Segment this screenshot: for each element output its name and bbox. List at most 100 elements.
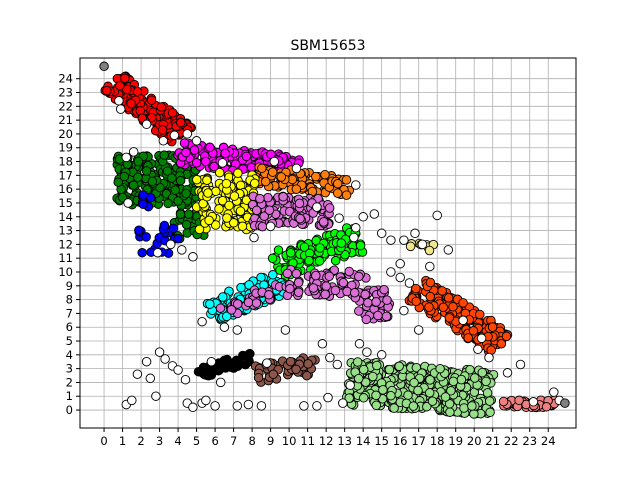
data-point	[362, 347, 372, 357]
data-point	[443, 245, 454, 255]
data-point	[113, 177, 123, 187]
data-point	[158, 136, 169, 146]
data-point	[332, 178, 343, 189]
data-point	[205, 142, 215, 153]
data-point	[256, 401, 267, 411]
y-tick-label: 3	[66, 362, 73, 376]
data-point	[167, 108, 178, 118]
data-point	[137, 247, 147, 258]
data-point	[332, 359, 343, 370]
data-point	[199, 369, 210, 380]
y-tick-label: 15	[58, 196, 73, 210]
data-point	[264, 205, 275, 215]
data-point	[341, 190, 352, 200]
x-tick-label: 0	[100, 434, 107, 448]
x-tick-label: 12	[319, 434, 334, 448]
data-point	[119, 171, 130, 182]
data-point	[443, 293, 454, 303]
data-point	[445, 407, 455, 417]
data-point	[102, 85, 112, 96]
data-point	[349, 232, 359, 243]
data-points	[99, 61, 570, 419]
data-point	[206, 356, 217, 367]
data-point	[126, 98, 136, 109]
data-point	[336, 238, 347, 248]
x-tick-label: 17	[411, 434, 426, 448]
x-tick-label: 11	[300, 434, 315, 448]
data-point	[484, 396, 495, 406]
data-point	[159, 150, 169, 160]
data-point	[286, 248, 296, 258]
x-tick-label: 22	[504, 434, 519, 448]
data-point	[203, 188, 213, 198]
data-point	[515, 359, 526, 370]
data-point	[371, 400, 382, 411]
x-tick-label: 23	[522, 434, 537, 448]
y-tick-label: 16	[58, 182, 73, 196]
data-point	[363, 298, 373, 308]
data-point	[215, 303, 226, 313]
data-point	[411, 283, 421, 294]
data-point	[320, 289, 330, 300]
data-point	[477, 367, 488, 378]
data-point	[228, 358, 239, 369]
data-point	[487, 322, 498, 332]
data-point	[376, 350, 387, 360]
x-tick-label: 14	[356, 434, 371, 448]
x-tick-label: 18	[430, 434, 445, 448]
x-tick-label: 8	[248, 434, 255, 448]
data-point	[204, 215, 214, 226]
data-point	[376, 228, 387, 239]
y-tick-label: 6	[66, 320, 73, 334]
data-point	[394, 361, 404, 372]
y-tick-label: 0	[66, 403, 73, 417]
data-point	[188, 402, 198, 413]
y-tick-label: 12	[58, 237, 73, 251]
data-point	[465, 364, 475, 375]
data-point	[320, 169, 330, 180]
data-point	[191, 158, 202, 168]
data-point	[181, 147, 191, 158]
data-point	[237, 221, 248, 232]
data-point	[291, 184, 302, 194]
data-point	[238, 350, 248, 361]
data-point	[285, 283, 295, 294]
data-point	[476, 333, 487, 344]
data-point	[276, 172, 287, 182]
x-tick-label: 20	[467, 434, 482, 448]
y-tick-label: 8	[66, 293, 73, 307]
data-point	[353, 373, 364, 384]
data-point	[138, 199, 148, 209]
data-point	[324, 271, 335, 282]
data-point	[293, 287, 304, 298]
data-point	[358, 393, 369, 403]
data-point	[154, 347, 165, 357]
data-point	[146, 95, 157, 105]
data-point	[114, 96, 124, 106]
data-point	[473, 344, 483, 355]
y-tick-label: 14	[58, 210, 73, 224]
data-point	[255, 193, 265, 204]
data-point	[152, 247, 163, 258]
data-point	[299, 401, 309, 411]
x-tick-label: 4	[174, 434, 181, 448]
x-tick-label: 3	[156, 434, 163, 448]
data-point	[324, 203, 335, 213]
data-point	[369, 209, 380, 219]
data-point	[215, 377, 226, 388]
data-point	[334, 213, 344, 223]
data-point	[435, 363, 445, 374]
y-tick-label: 20	[58, 127, 73, 141]
data-point	[311, 270, 321, 281]
data-point	[432, 210, 442, 221]
data-point	[267, 253, 278, 264]
data-point	[303, 359, 313, 369]
data-point	[183, 209, 194, 219]
data-point	[354, 271, 364, 282]
data-point	[291, 268, 302, 279]
data-point	[181, 219, 192, 230]
data-point	[188, 252, 198, 262]
y-tick-label: 13	[58, 224, 73, 238]
data-point	[209, 161, 219, 172]
data-point	[165, 239, 176, 250]
